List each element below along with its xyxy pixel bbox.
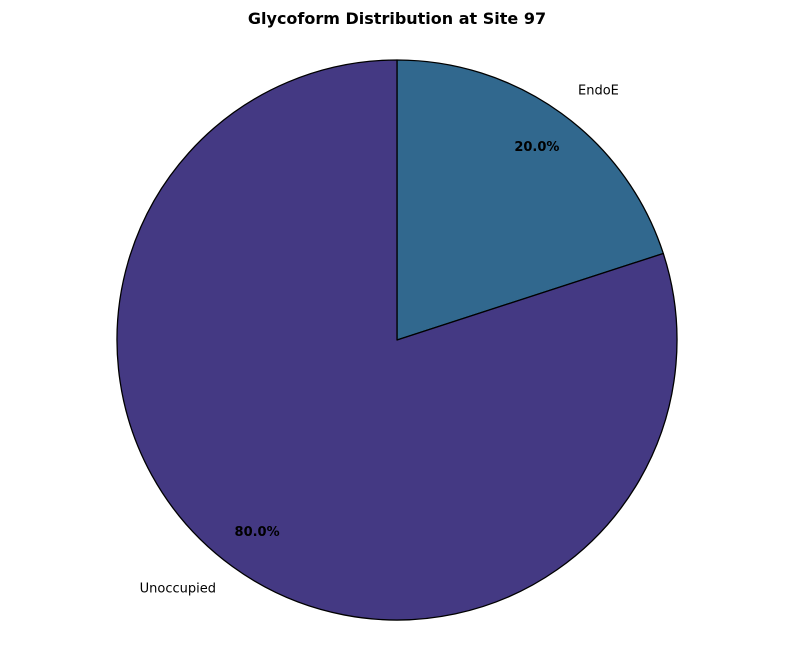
- slice-label-endoe: EndoE: [578, 83, 619, 98]
- pie-slices: [116, 59, 678, 621]
- slice-percent-endoe: 20.0%: [514, 140, 559, 155]
- slice-percent-unoccupied: 80.0%: [235, 525, 280, 540]
- chart-title: Glycoform Distribution at Site 97: [248, 9, 546, 28]
- slice-label-unoccupied: Unoccupied: [140, 582, 216, 597]
- pie-labels: EndoE 20.0% Unoccupied 80.0%: [140, 83, 619, 596]
- pie-slice-unoccupied: [116, 59, 678, 621]
- pie-slice-endoe: [396, 59, 664, 341]
